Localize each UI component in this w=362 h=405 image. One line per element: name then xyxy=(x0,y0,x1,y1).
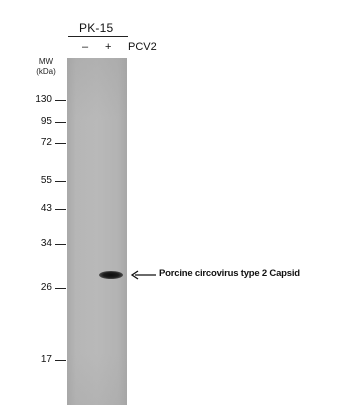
marker-label: 34 xyxy=(40,238,52,249)
membrane-shading xyxy=(67,58,127,405)
marker-tick xyxy=(55,288,66,289)
cell-line-label: PK-15 xyxy=(79,21,114,35)
band-annotation: Porcine circovirus type 2 Capsid xyxy=(159,268,300,279)
marker-tick xyxy=(55,244,66,245)
marker-label: 55 xyxy=(40,175,52,186)
marker-label: 72 xyxy=(40,137,52,148)
lane-minus-label: – xyxy=(82,41,89,53)
marker-tick xyxy=(55,360,66,361)
marker-label: 130 xyxy=(35,94,52,105)
marker-tick xyxy=(55,100,66,101)
mw-header: MW (kDa) xyxy=(26,57,66,77)
mw-unit-line: (kDa) xyxy=(36,67,56,76)
marker-34: 34 xyxy=(20,237,66,251)
marker-55: 55 xyxy=(20,174,66,188)
marker-17: 17 xyxy=(20,353,66,367)
marker-label: 43 xyxy=(40,203,52,214)
cell-line-underline xyxy=(68,36,128,37)
marker-tick xyxy=(55,122,66,123)
marker-tick xyxy=(55,181,66,182)
blot-membrane xyxy=(67,58,127,405)
marker-26: 26 xyxy=(20,281,66,295)
marker-label: 17 xyxy=(40,354,52,365)
marker-label: 26 xyxy=(40,282,52,293)
marker-43: 43 xyxy=(20,202,66,216)
marker-130: 130 xyxy=(20,93,66,107)
left-arrow-icon xyxy=(130,270,156,280)
capsid-band xyxy=(99,271,123,279)
mw-header-line: MW xyxy=(38,57,54,66)
marker-tick xyxy=(55,143,66,144)
treatment-label: PCV2 xyxy=(128,41,157,53)
marker-95: 95 xyxy=(20,115,66,129)
marker-tick xyxy=(55,209,66,210)
marker-label: 95 xyxy=(40,116,52,127)
lane-plus-label: + xyxy=(105,41,112,53)
marker-72: 72 xyxy=(20,136,66,150)
